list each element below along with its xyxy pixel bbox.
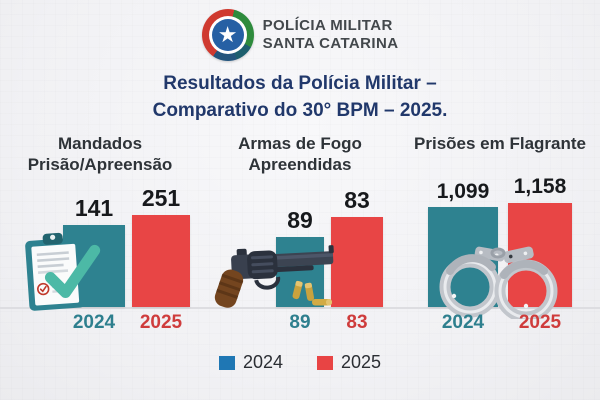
bar-2025 (132, 215, 190, 308)
plot-area: 89 83 (200, 177, 400, 310)
page-title-line1: Resultados da Polícia Militar – (163, 73, 437, 94)
legend-swatch-2024 (218, 355, 235, 370)
bar-2025 (508, 203, 572, 308)
org-name-line2: SANTA CATARINA (262, 35, 399, 52)
chart-title-line1: Armas de Fogo (238, 134, 362, 154)
legend-label-2025: 2025 (341, 352, 382, 373)
bar-value-2025: 83 (344, 187, 370, 214)
bar-2024 (63, 225, 125, 308)
legend-swatch-2025 (317, 355, 333, 370)
page-title-line2: Comparativo do 30° BPM – 2025. (152, 99, 448, 121)
plot-area: 1,099 1,158 (400, 175, 600, 323)
charts-row: Mandados Prisão/Apreensão 141 251 (0, 131, 600, 339)
bar-value-2024: 89 (287, 207, 313, 234)
axis-label-2024: 89 (289, 312, 311, 334)
axis-label-2024: 2024 (72, 312, 116, 334)
legend: 2024 2025 (0, 352, 600, 373)
bar-value-2024: 1,099 (436, 180, 490, 204)
axis-labels: 2024 2025 (0, 309, 200, 339)
axis-label-2025: 2025 (518, 312, 562, 334)
axis-label-2024: 2024 (441, 312, 485, 334)
header: ★ POLÍCIA MILITAR SANTA CATARINA (0, 0, 600, 61)
bar-2024 (428, 207, 498, 308)
axis-labels: 89 83 (200, 309, 400, 339)
chart-armas-de-fogo: Armas de Fogo Apreendidas 89 83 (200, 131, 400, 339)
chart-title-line1: Mandados (57, 134, 143, 154)
chart-title-line1: Prisões em Flagrante (414, 134, 586, 154)
star-icon: ★ (211, 19, 244, 51)
bar-2024 (276, 237, 324, 308)
legend-item-2024: 2024 (218, 352, 283, 373)
chart-title: Prisões em Flagrante (400, 131, 600, 177)
axis-label-2025: 83 (346, 312, 368, 334)
plot-area: 141 251 (0, 177, 200, 311)
bar-value-2025: 251 (141, 185, 181, 212)
chart-title-line2: Apreendidas (248, 155, 352, 175)
bar-value-2024: 141 (74, 195, 114, 222)
chart-title: Mandados Prisão/Apreensão (0, 131, 200, 177)
chart-prisoes-em-flagrante: Prisões em Flagrante 1,099 1,158 (400, 131, 600, 339)
chart-title-line2: Prisão/Apreensão (27, 155, 173, 175)
bar-value-2025: 1,158 (513, 175, 567, 199)
page-title: Resultados da Polícia Militar – Comparat… (0, 71, 600, 124)
legend-item-2025: 2025 (317, 352, 381, 373)
axis-label-2025: 2025 (139, 312, 183, 334)
chart-title: Armas de Fogo Apreendidas (200, 131, 400, 177)
org-name: POLÍCIA MILITAR SANTA CATARINA (263, 17, 399, 52)
axis-labels: 2024 2025 (400, 309, 600, 339)
chart-mandados-prisao-apreensao: Mandados Prisão/Apreensão 141 251 (0, 131, 200, 339)
legend-label-2024: 2024 (242, 352, 283, 373)
pmsc-star-swirl-emblem-icon: ★ (201, 9, 254, 61)
org-name-line1: POLÍCIA MILITAR (262, 17, 393, 35)
bar-2025 (331, 217, 383, 308)
